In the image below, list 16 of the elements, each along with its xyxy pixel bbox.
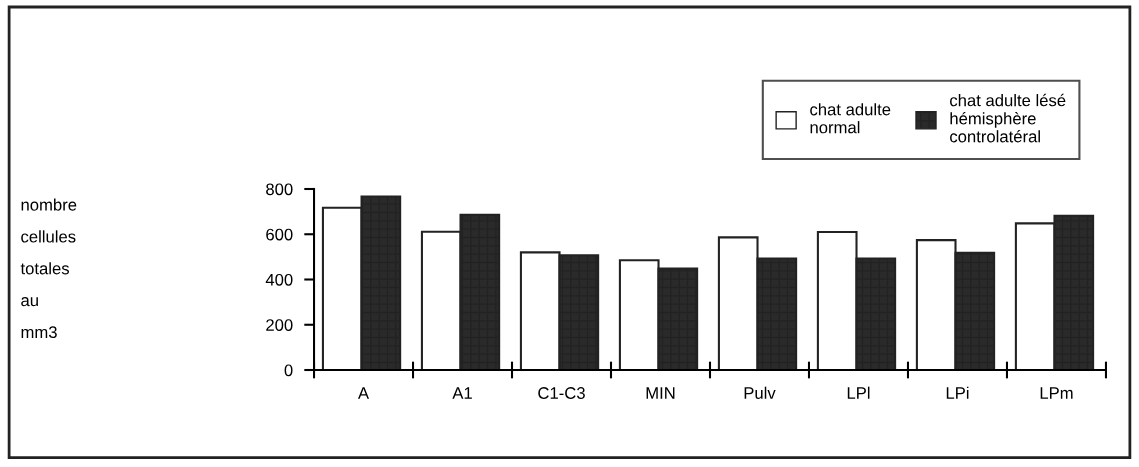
x-tick-label: C1-C3 <box>538 387 585 399</box>
x-tick-label: LPi <box>946 386 969 399</box>
x-tick-label: A1 <box>452 387 472 399</box>
x-tick-label: LPm <box>1040 387 1073 399</box>
x-tick-label: Pulv <box>744 386 776 399</box>
y-tick-label: 800 <box>266 183 293 196</box>
y-tick-label: 200 <box>266 319 293 331</box>
legend-label: chat adulte normal <box>810 103 891 134</box>
x-tick-label: MIN <box>646 387 675 399</box>
y-tick-label: 600 <box>266 228 293 241</box>
x-tick-label: A <box>357 387 370 399</box>
text: nombre cellules totales au mm3 <box>20 198 77 339</box>
y-tick-label: 0 <box>284 364 293 377</box>
legend-label: chat adulte lésé hémisphère controlatéral <box>950 93 1066 143</box>
y-tick-label: 400 <box>265 273 293 286</box>
x-tick-label: LPl <box>847 386 870 399</box>
